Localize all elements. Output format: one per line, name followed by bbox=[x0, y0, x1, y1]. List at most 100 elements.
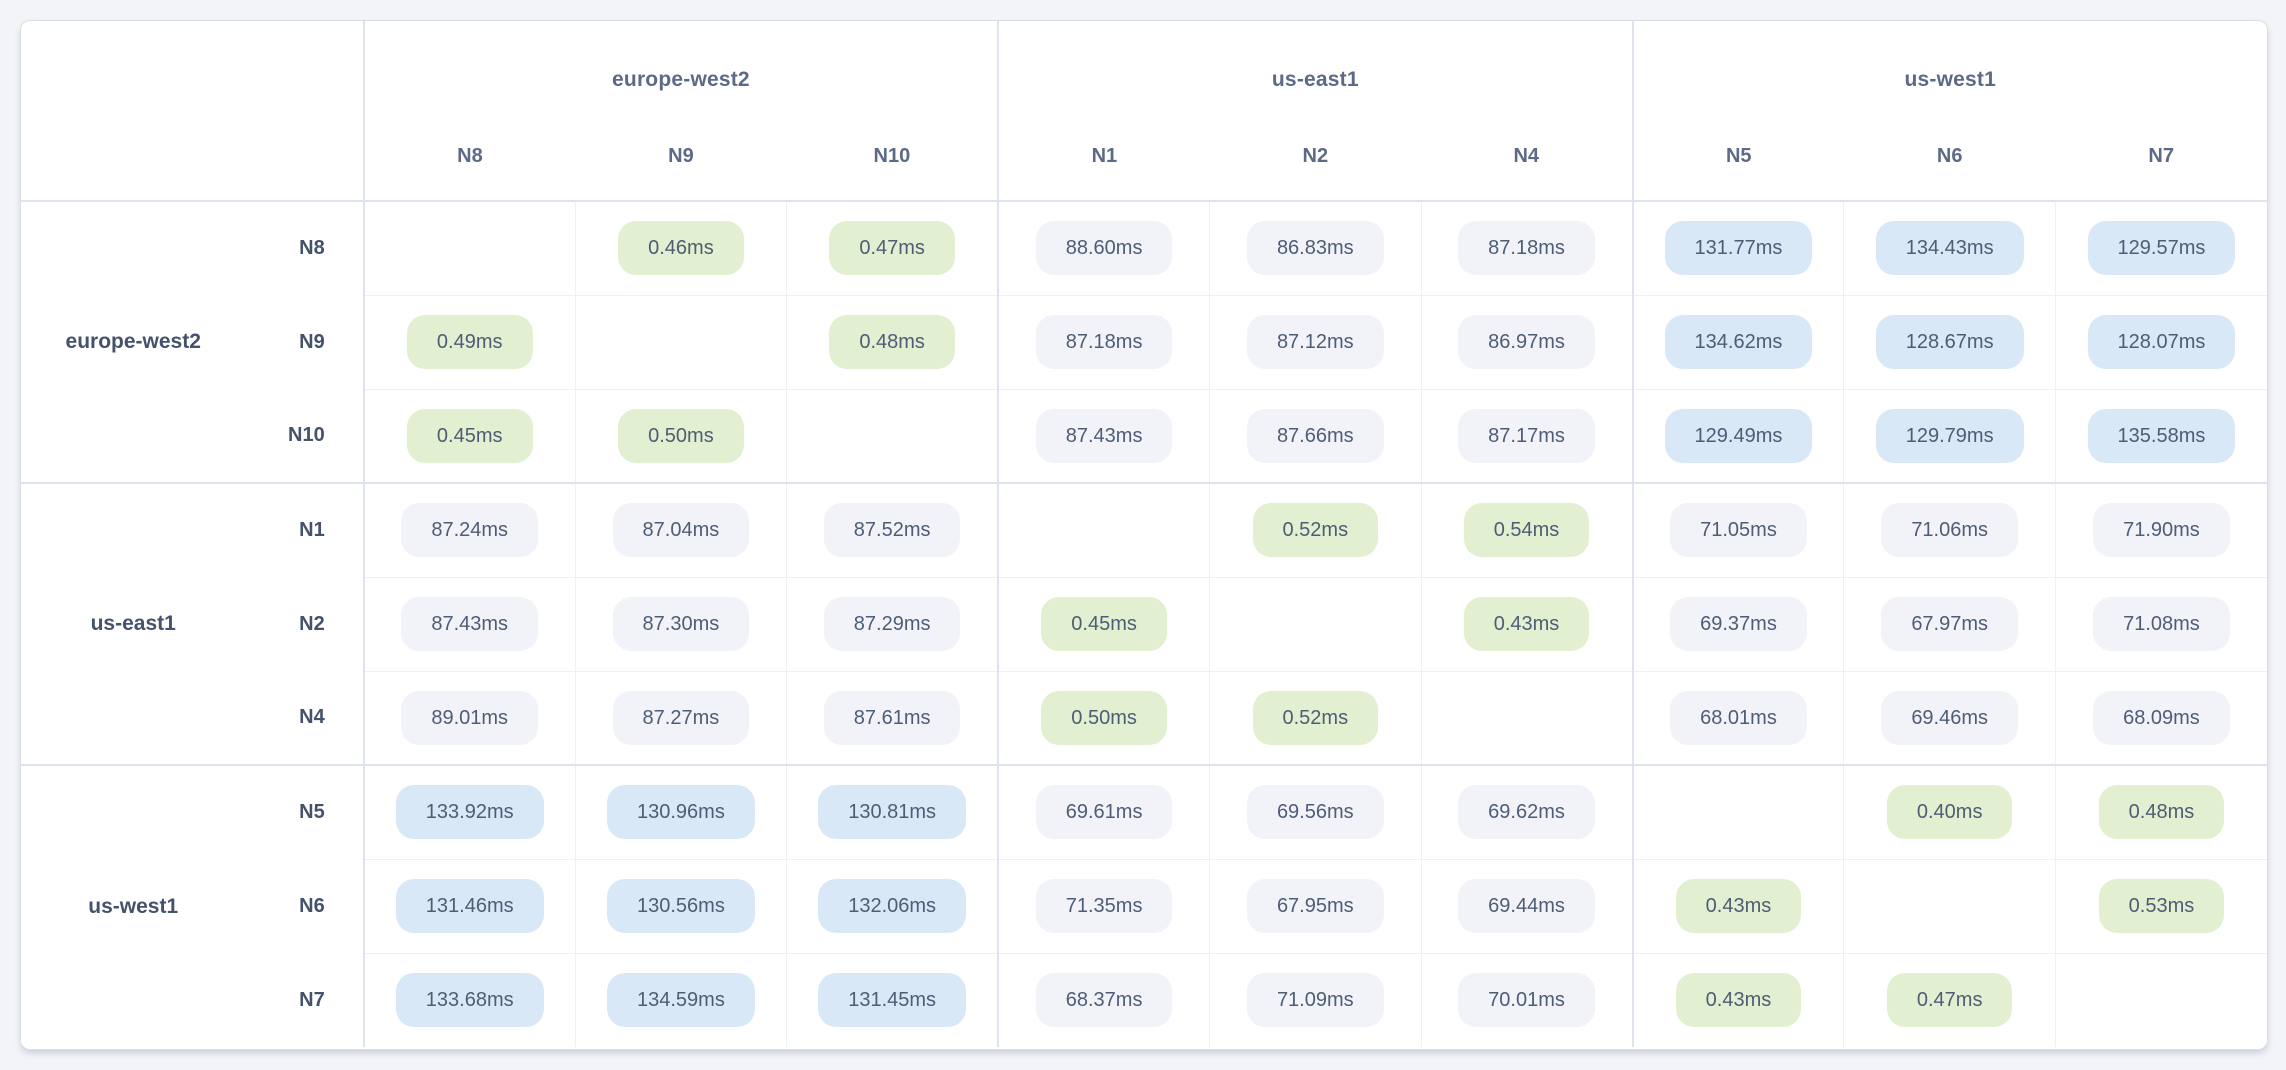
self-latency-cell-N9 bbox=[574, 294, 787, 389]
latency-cell-N2-N8: 87.43ms bbox=[362, 576, 576, 671]
latency-pill: 0.48ms bbox=[2098, 785, 2225, 840]
latency-cell-N2-N6: 67.97ms bbox=[1843, 576, 2056, 671]
latency-cell-N10-N1: 87.43ms bbox=[997, 388, 1210, 483]
node-row-label-N5: N5 bbox=[226, 764, 364, 859]
matrix-row-N8: europe-west2 N8 0.46ms 0.47ms 88.60ms 86.83ms… bbox=[21, 200, 2267, 483]
latency-pill: 130.56ms bbox=[606, 879, 755, 933]
region-group-header-us-west1: us-west1 bbox=[1631, 21, 2267, 139]
node-column-header-N5: N5 bbox=[1631, 139, 1844, 201]
latency-pill: 0.47ms bbox=[1886, 973, 2013, 1028]
latency-pill: 0.46ms bbox=[618, 221, 744, 276]
latency-pill: 88.60ms bbox=[1035, 221, 1173, 276]
node-column-header-N6: N6 bbox=[1843, 139, 2056, 201]
node-column-header-N9: N9 bbox=[575, 139, 787, 201]
latency-cell-N6-N4: 69.44ms bbox=[1420, 858, 1633, 953]
latency-pill: 87.17ms bbox=[1458, 408, 1595, 463]
latency-cell-N10-N2: 87.66ms bbox=[1209, 388, 1422, 483]
latency-cell-N6-N10: 132.06ms bbox=[786, 858, 999, 953]
latency-pill: 67.97ms bbox=[1881, 597, 2019, 651]
latency-cell-N7-N4: 70.01ms bbox=[1420, 952, 1633, 1047]
latency-cell-N6-N7: 0.53ms bbox=[2054, 858, 2267, 953]
latency-cell-N10-N9: 0.50ms bbox=[574, 388, 787, 483]
latency-pill: 87.43ms bbox=[401, 597, 539, 651]
latency-pill: 89.01ms bbox=[401, 690, 539, 745]
latency-cell-N10-N5: 129.49ms bbox=[1631, 388, 1844, 483]
latency-pill: 133.92ms bbox=[395, 785, 544, 840]
self-latency-cell-N1 bbox=[997, 482, 1210, 577]
latency-pill: 69.37ms bbox=[1670, 597, 1807, 651]
latency-cell-N1-N10: 87.52ms bbox=[786, 482, 999, 577]
latency-cell-N1-N7: 71.90ms bbox=[2054, 482, 2267, 577]
latency-cell-N7-N9: 134.59ms bbox=[574, 952, 787, 1047]
latency-cell-N2-N7: 71.08ms bbox=[2054, 576, 2267, 671]
latency-pill: 128.07ms bbox=[2087, 315, 2236, 369]
latency-cell-N6-N2: 67.95ms bbox=[1209, 858, 1422, 953]
node-row-label-N7: N7 bbox=[226, 953, 364, 1047]
node-row-label-N8: N8 bbox=[226, 200, 364, 295]
latency-pill: 70.01ms bbox=[1458, 973, 1595, 1028]
region-group-header-europe-west2: europe-west2 bbox=[362, 21, 999, 139]
latency-cell-N2-N1: 0.45ms bbox=[997, 576, 1210, 671]
latency-cell-N8-N4: 87.18ms bbox=[1420, 200, 1633, 295]
self-latency-cell-N2 bbox=[1209, 576, 1422, 671]
latency-pill: 129.49ms bbox=[1664, 408, 1813, 463]
latency-cell-N7-N2: 71.09ms bbox=[1209, 952, 1422, 1047]
region-group-header-us-east1: us-east1 bbox=[997, 21, 1633, 139]
latency-pill: 0.53ms bbox=[2098, 879, 2225, 933]
latency-cell-N2-N10: 87.29ms bbox=[786, 576, 999, 671]
latency-cell-N9-N7: 128.07ms bbox=[2054, 294, 2267, 389]
latency-cell-N1-N4: 0.54ms bbox=[1420, 482, 1633, 577]
latency-cell-N7-N10: 131.45ms bbox=[786, 952, 999, 1047]
latency-cell-N1-N6: 71.06ms bbox=[1843, 482, 2056, 577]
latency-pill: 86.97ms bbox=[1458, 315, 1595, 369]
latency-cell-N1-N8: 87.24ms bbox=[362, 482, 576, 577]
latency-cell-N5-N7: 0.48ms bbox=[2054, 764, 2267, 859]
self-latency-cell-N6 bbox=[1843, 858, 2056, 953]
header-group-row: europe-west2 us-east1 us-west1 bbox=[21, 21, 2267, 201]
latency-pill: 0.45ms bbox=[406, 408, 533, 463]
matrix-row-N6: N6 131.46ms 130.56ms 132.06ms 71.35ms 67.95ms… bbox=[21, 858, 2267, 953]
latency-cell-N8-N10: 0.47ms bbox=[786, 200, 999, 295]
latency-pill: 87.29ms bbox=[823, 597, 961, 651]
latency-cell-N1-N2: 0.52ms bbox=[1209, 482, 1422, 577]
latency-pill: 68.37ms bbox=[1035, 973, 1173, 1028]
latency-cell-N9-N6: 128.67ms bbox=[1843, 294, 2056, 389]
matrix-row-N1: us-east1 N1 87.24ms 87.04ms 87.52ms 0.52ms 0.5… bbox=[21, 482, 2267, 765]
latency-pill: 129.57ms bbox=[2087, 221, 2236, 276]
self-latency-cell-N5 bbox=[1631, 764, 1844, 859]
latency-pill: 69.56ms bbox=[1246, 785, 1384, 840]
latency-pill: 134.62ms bbox=[1664, 315, 1813, 369]
matrix-corner-cell bbox=[21, 21, 364, 201]
self-latency-cell-N8 bbox=[362, 200, 576, 295]
latency-pill: 0.54ms bbox=[1463, 503, 1590, 558]
latency-pill: 71.05ms bbox=[1670, 503, 1807, 558]
latency-cell-N8-N1: 88.60ms bbox=[997, 200, 1210, 295]
self-latency-cell-N4 bbox=[1420, 670, 1633, 765]
latency-pill: 0.48ms bbox=[829, 315, 955, 369]
latency-cell-N4-N10: 87.61ms bbox=[786, 670, 999, 765]
latency-pill: 87.52ms bbox=[823, 503, 961, 558]
latency-cell-N5-N8: 133.92ms bbox=[362, 764, 576, 859]
latency-cell-N10-N6: 129.79ms bbox=[1843, 388, 2056, 483]
node-row-label-N10: N10 bbox=[226, 389, 364, 483]
latency-cell-N7-N5: 0.43ms bbox=[1631, 952, 1844, 1047]
latency-pill: 69.46ms bbox=[1881, 690, 2019, 745]
latency-pill: 69.61ms bbox=[1035, 785, 1173, 840]
latency-pill: 134.43ms bbox=[1875, 221, 2024, 276]
latency-cell-N7-N8: 133.68ms bbox=[362, 952, 576, 1047]
latency-cell-N8-N6: 134.43ms bbox=[1843, 200, 2056, 295]
latency-matrix-card: europe-west2 us-east1 us-west1 N8 N9 N10 N1 N2 N… bbox=[20, 20, 2268, 1050]
region-row-label-us-east1: us-east1 bbox=[21, 482, 227, 765]
latency-pill: 68.09ms bbox=[2093, 690, 2230, 745]
latency-cell-N10-N8: 0.45ms bbox=[362, 388, 576, 483]
node-column-header-N8: N8 bbox=[362, 139, 576, 201]
node-column-header-N10: N10 bbox=[786, 139, 999, 201]
latency-pill: 71.09ms bbox=[1246, 973, 1384, 1028]
node-row-label-N4: N4 bbox=[226, 671, 364, 765]
self-latency-cell-N7 bbox=[2054, 952, 2267, 1047]
header-node-row: N8 N9 N10 N1 N2 N4 N5 N6 N7 bbox=[21, 139, 2267, 201]
latency-pill: 0.43ms bbox=[1463, 597, 1590, 651]
latency-pill: 87.24ms bbox=[401, 503, 539, 558]
latency-pill: 71.06ms bbox=[1881, 503, 2019, 558]
matrix-header: europe-west2 us-east1 us-west1 N8 N9 N10 N1 N2 N… bbox=[21, 21, 2267, 201]
